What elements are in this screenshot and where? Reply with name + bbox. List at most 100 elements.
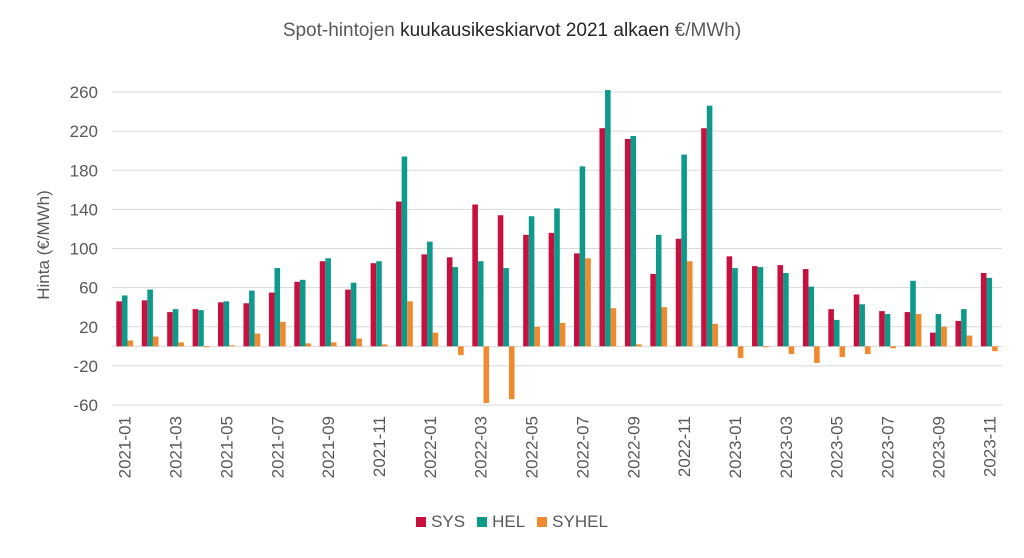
bar-hel-2022-04 (503, 268, 509, 347)
bar-syhel-2021-01 (127, 340, 134, 347)
bar-syhel-2022-12 (712, 323, 718, 347)
legend-label: SYHEL (552, 512, 608, 531)
bar-syhel-2021-07 (280, 321, 286, 347)
bar-sys-2023-01 (726, 256, 733, 347)
bar-sys-2022-03 (472, 204, 478, 347)
y-tick-label: -20 (73, 357, 98, 376)
bar-hel-2021-06 (249, 290, 255, 347)
bar-hel-2021-08 (299, 279, 306, 347)
bar-sys-2022-10 (650, 273, 656, 347)
bar-hel-2021-04 (198, 310, 204, 347)
title-suffix: €/MWh) (674, 20, 742, 41)
legend-swatch (537, 517, 548, 527)
bar-syhel-2022-10 (661, 307, 668, 347)
bar-syhel-2021-11 (381, 344, 388, 347)
bar-hel-2022-11 (681, 154, 687, 347)
legend-swatch (477, 517, 488, 527)
bar-sys-2023-05 (828, 309, 834, 347)
bar-sys-2021-04 (192, 309, 199, 347)
bar-syhel-2022-05 (534, 326, 540, 347)
bar-hel-2023-06 (859, 304, 865, 347)
bar-syhel-2023-05 (839, 346, 846, 358)
bar-sys-2023-08 (904, 312, 911, 347)
bar-sys-2022-07 (574, 253, 580, 347)
bar-syhel-2023-10 (966, 335, 973, 347)
legend-item-hel: HEL (477, 512, 525, 532)
bar-syhel-2023-06 (864, 346, 871, 355)
title-prefix: Spot-hintojen (282, 20, 401, 41)
bar-sys-2022-09 (624, 138, 631, 347)
bar-syhel-2021-10 (356, 338, 362, 347)
x-tick-label: 2021-03 (167, 416, 186, 478)
bar-syhel-2023-08 (915, 314, 922, 347)
bar-syhel-2021-09 (330, 342, 337, 347)
bar-hel-2022-01 (427, 241, 433, 347)
bar-syhel-2021-06 (254, 333, 261, 347)
bar-syhel-2022-07 (585, 258, 591, 347)
bar-syhel-2023-09 (941, 326, 947, 347)
bar-syhel-2022-06 (559, 322, 566, 347)
bar-syhel-2022-09 (636, 344, 642, 347)
y-tick-label: 20 (79, 318, 98, 337)
bar-syhel-2022-08 (610, 308, 617, 347)
bar-syhel-2023-04 (814, 346, 820, 363)
legend-label: SYS (431, 512, 466, 531)
bar-sys-2021-10 (345, 289, 351, 347)
bar-hel-2023-04 (808, 286, 815, 347)
bar-sys-2021-01 (116, 301, 122, 347)
x-tick-label: 2022-05 (523, 416, 542, 478)
bar-syhel-2021-08 (305, 343, 312, 347)
bar-sys-2021-08 (294, 281, 300, 347)
bar-sys-2021-06 (243, 303, 250, 347)
bar-sys-2021-11 (370, 263, 377, 347)
bar-sys-2022-11 (675, 238, 682, 347)
chart-title: Spot-hintojen kuukausikeskiarvot 2021 al… (0, 20, 1024, 42)
x-tick-label: 2023-07 (879, 416, 898, 478)
x-tick-label: 2023-11 (980, 416, 999, 477)
y-tick-label: 100 (70, 240, 98, 259)
x-tick-label: 2022-09 (624, 416, 643, 478)
x-tick-label: 2021-01 (116, 416, 135, 478)
bar-hel-2022-05 (528, 216, 535, 347)
y-axis-label: Hinta (€/MWh) (34, 190, 53, 300)
bar-sys-2023-11 (980, 272, 987, 347)
bar-hel-2022-07 (579, 166, 586, 347)
x-tick-label: 2022-01 (421, 416, 440, 478)
x-tick-label: 2023-01 (726, 416, 745, 478)
x-tick-label: 2023-03 (777, 416, 796, 478)
bar-hel-2022-12 (706, 105, 713, 347)
bar-syhel-2021-05 (229, 345, 235, 347)
bar-syhel-2023-11 (992, 346, 998, 352)
x-tick-label: 2021-09 (319, 416, 338, 478)
bar-hel-2022-10 (655, 234, 662, 347)
bar-hel-2021-10 (350, 282, 357, 347)
bar-hel-2022-09 (630, 136, 637, 347)
bar-sys-2022-01 (421, 254, 428, 347)
bar-sys-2022-12 (701, 128, 707, 347)
bar-hel-2021-11 (376, 261, 382, 347)
bar-hel-2022-02 (452, 267, 459, 347)
bar-sys-2022-08 (599, 128, 606, 347)
legend-item-sys: SYS (416, 512, 465, 532)
bar-syhel-2022-04 (508, 346, 515, 400)
bar-syhel-2023-01 (737, 346, 744, 359)
bar-hel-2023-09 (935, 314, 942, 347)
y-tick-label: 220 (70, 122, 98, 141)
bar-hel-2023-05 (833, 319, 840, 347)
bar-syhel-2021-04 (203, 346, 210, 348)
bar-hel-2023-02 (757, 267, 764, 347)
x-tick-label: 2023-09 (929, 416, 948, 478)
bar-hel-2023-11 (986, 277, 993, 347)
bar-sys-2021-09 (319, 261, 326, 347)
y-tick-label: 140 (70, 200, 98, 219)
bar-hel-2021-09 (325, 258, 331, 347)
bar-sys-2021-03 (167, 312, 173, 347)
bar-hel-2021-07 (274, 268, 281, 347)
bar-hel-2023-03 (783, 272, 789, 347)
bar-sys-2022-06 (548, 232, 555, 347)
bar-hel-2023-07 (884, 314, 891, 347)
bar-sys-2022-04 (497, 215, 504, 347)
bar-hel-2023-08 (910, 280, 916, 347)
bar-hel-2023-10 (961, 309, 967, 347)
